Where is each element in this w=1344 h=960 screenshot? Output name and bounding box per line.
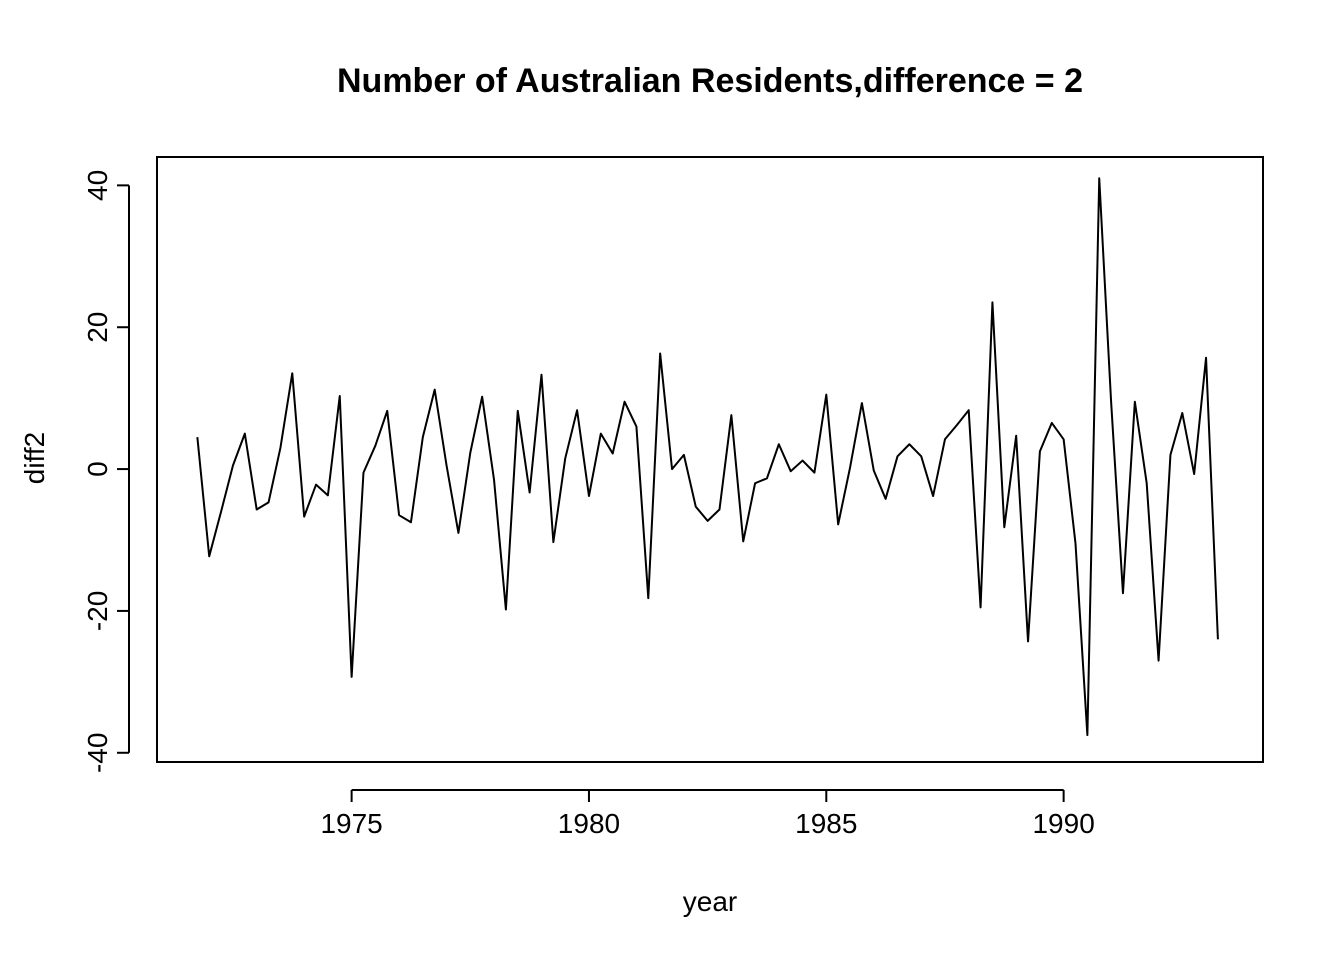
series-line-diff2 [196,177,1219,737]
y-tick-label: 20 [82,312,113,343]
y-tick-label: -20 [82,591,113,631]
x-tick-label: 1990 [1032,808,1094,839]
y-axis: -40 -20 0 20 40 [82,170,130,773]
chart-title: Number of Australian Residents,differenc… [337,62,1083,100]
y-tick-label: 0 [82,461,113,477]
x-axis: 1975 1980 1985 1990 [320,789,1095,839]
x-tick-label: 1980 [558,808,620,839]
x-tick-label: 1975 [320,808,382,839]
plot-frame [156,156,1264,763]
x-axis-label: year [683,886,737,917]
y-axis-label: diff2 [19,432,50,484]
y-tick-label: 40 [82,170,113,201]
y-tick-label: -40 [82,733,113,773]
x-tick-label: 1985 [795,808,857,839]
